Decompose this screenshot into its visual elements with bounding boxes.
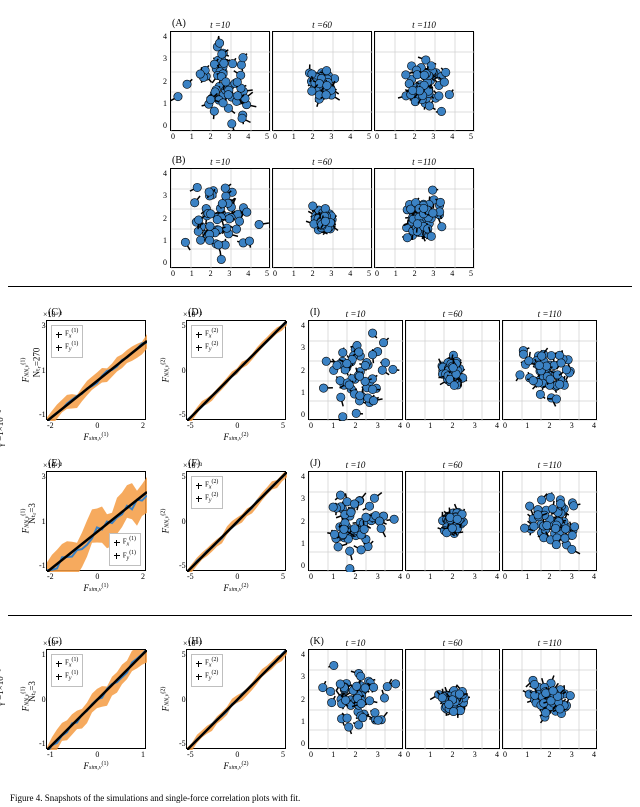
swarm-panel: 01234501234t =10 [170, 168, 270, 268]
swarm-panel: 012345t =110 [374, 168, 474, 268]
swarm-panel: 0123401234t =10 [308, 471, 403, 571]
swarm-panel: 012345t =60 [272, 31, 372, 131]
timestep-title: t =10 [171, 20, 269, 30]
timestep-title: t =110 [503, 309, 596, 319]
timestep-title: t =10 [309, 309, 402, 319]
figure-caption: Figure 4. Snapshots of the simulations a… [0, 787, 640, 803]
swarm-panel: 0123401234t =10 [308, 649, 403, 749]
parity-panel: Fx(1)Fy(1)-202-113×10⁻²FNN,v(1) [46, 471, 146, 571]
swarm-panel: 01234t =60 [405, 649, 500, 749]
swarm-panel: 01234t =60 [405, 471, 500, 571]
legend: Fx(2)Fy(2) [191, 325, 223, 358]
timestep-title: t =60 [273, 20, 371, 30]
swarm-panel: 012345t =60 [272, 168, 372, 268]
gamma-label: γ =1×10⁻² [0, 410, 6, 447]
parity-panel: Fx(1)Fy(1)-101-101×10⁻¹FNN,v(1) [46, 649, 146, 749]
timestep-title: t =10 [309, 638, 402, 648]
timestep-title: t =60 [406, 460, 499, 470]
swarm-panel: 01234501234t =10 [170, 31, 270, 131]
swarm-panel: 012345t =110 [374, 31, 474, 131]
timestep-title: t =110 [375, 157, 473, 167]
swarm-panel: 01234t =110 [502, 649, 597, 749]
legend: Fx(2)Fy(2) [191, 654, 223, 687]
parity-panel: Fx(2)Fy(2)-505-505×10⁻³FNN,v(2) [186, 471, 286, 571]
timestep-title: t =60 [406, 638, 499, 648]
swarm-panel: 01234t =110 [502, 471, 597, 571]
timestep-title: t =10 [171, 157, 269, 167]
timestep-title: t =110 [375, 20, 473, 30]
timestep-title: t =10 [309, 460, 402, 470]
legend: Fx(1)Fy(1) [109, 533, 141, 566]
parity-panel: Fx(1)Fy(1)-202-113×10⁻²FNN,v(1) [46, 320, 146, 420]
gamma-label: γ =1×10⁻¹ [0, 669, 6, 706]
timestep-title: t =60 [406, 309, 499, 319]
parity-panel: Fx(2)Fy(2)-505-505×10⁻³FNN,v(2) [186, 320, 286, 420]
timestep-title: t =110 [503, 460, 596, 470]
parity-panel: Fx(2)Fy(2)-505-505×10⁻³FNN,v(2) [186, 649, 286, 749]
legend: Fx(1)Fy(1) [51, 654, 83, 687]
legend: Fx(1)Fy(1) [51, 325, 83, 358]
swarm-panel: 01234t =110 [502, 320, 597, 420]
timestep-title: t =110 [503, 638, 596, 648]
legend: Fx(2)Fy(2) [191, 476, 223, 509]
swarm-panel: 01234t =60 [405, 320, 500, 420]
swarm-panel: 0123401234t =10 [308, 320, 403, 420]
timestep-title: t =60 [273, 157, 371, 167]
